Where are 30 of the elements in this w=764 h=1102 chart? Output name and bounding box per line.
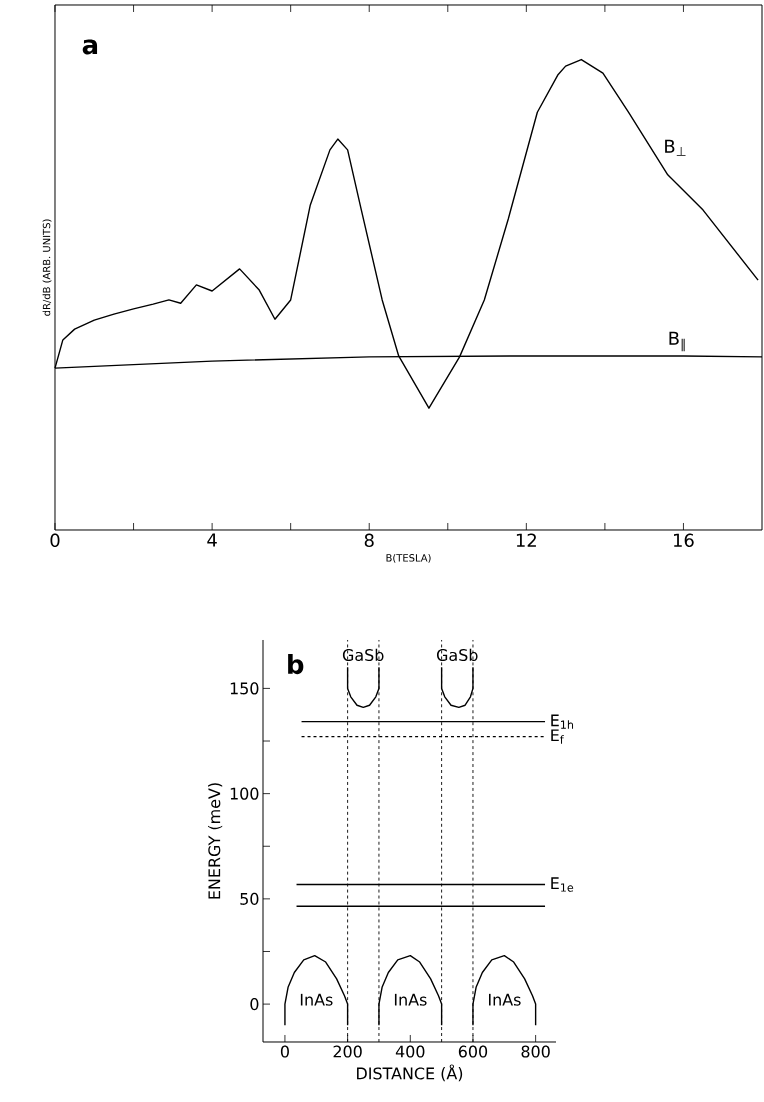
annotation: InAs: [300, 993, 333, 1006]
x-tick-label: 600: [458, 1045, 488, 1058]
y-axis-title: ENERGY (meV): [208, 783, 223, 899]
annotation: GaSb: [342, 648, 384, 662]
y-axis-title: dR/dB (ARB. UNITS): [42, 219, 52, 316]
series-label: E$_{1h}$: [551, 714, 574, 729]
series-label: B$_{∥}$: [669, 331, 685, 352]
series-label: E$_{f}$: [551, 729, 564, 744]
y-tick-label: 100: [230, 787, 259, 800]
x-axis-title: B(TESLA): [386, 553, 431, 563]
x-tick-label: 200: [333, 1045, 362, 1058]
x-tick-label: 400: [395, 1045, 425, 1058]
x-axis-title: DISTANCE (Å): [357, 1064, 463, 1082]
annotation: b: [288, 654, 304, 675]
x-tick-label: 12: [516, 533, 536, 547]
annotation: GaSb: [436, 648, 478, 662]
series-label: E$_{1e}$: [551, 877, 574, 892]
annotation: InAs: [394, 993, 427, 1006]
x-tick-label: 8: [364, 533, 374, 548]
x-tick-label: 800: [521, 1045, 550, 1058]
text: a: [82, 39, 98, 55]
x-tick-label: 4: [207, 533, 217, 547]
annotation: InAs: [488, 993, 521, 1006]
y-tick-label: 50: [240, 892, 259, 905]
series-label: B$_{⊥}$: [665, 139, 686, 156]
y-tick-label: 0: [250, 998, 259, 1011]
x-tick-label: 0: [280, 1045, 289, 1058]
y-tick-label: 150: [230, 682, 259, 695]
x-tick-label: 0: [50, 533, 60, 548]
x-tick-label: 16: [674, 533, 694, 548]
